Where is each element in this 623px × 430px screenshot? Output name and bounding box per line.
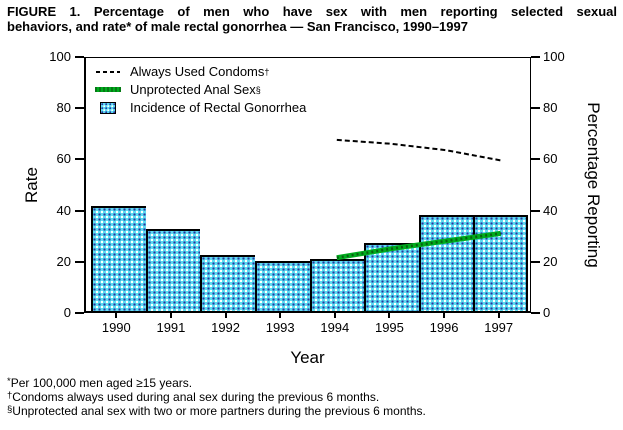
footnote-text: Condoms always used during anal sex duri… — [12, 390, 380, 404]
bar-1991 — [145, 229, 201, 311]
footnote-3: §Unprotected anal sex with two or more p… — [7, 404, 426, 418]
right-axis-tick-label-100: 100 — [543, 49, 565, 64]
bar-series — [86, 58, 530, 311]
x-tick-label-1996: 1996 — [429, 320, 459, 335]
right-axis-title: Percentage Reporting — [584, 102, 603, 268]
bar-1997 — [473, 215, 528, 311]
right-axis-tick-label-40: 40 — [543, 202, 558, 218]
x-tick-label-1994: 1994 — [320, 320, 350, 335]
dashed-line-swatch-icon — [95, 70, 121, 73]
line-always-used-condoms — [336, 138, 501, 162]
legend-item-incidence-of-rectal-gonorrhea: Incidence of Rectal Gonorrhea — [95, 100, 306, 115]
dashed-line-icon — [96, 70, 120, 73]
plot-area: Always Used Condoms † Unprotected Anal Sex… — [84, 57, 531, 313]
x-axis-tick-1992 — [224, 313, 227, 318]
left-axis-tick-label-100: 100 — [49, 49, 71, 64]
bar-1992 — [200, 254, 255, 311]
x-tick-label-1997: 1997 — [484, 320, 514, 335]
left-axis-tick-label-20: 20 — [56, 253, 71, 269]
right-axis-tick-40 — [531, 209, 540, 212]
right-axis-tick-0 — [531, 312, 540, 314]
left-axis-tick-label-80: 80 — [56, 100, 71, 116]
x-tick-label-1990: 1990 — [101, 320, 131, 335]
right-axis-tick-label-60: 60 — [543, 151, 558, 167]
footnotes: *Per 100,000 men aged ≥15 years. †Condoms… — [7, 376, 426, 418]
left-axis-tick-60 — [75, 158, 84, 161]
left-axis-tick-0 — [75, 312, 84, 314]
figure-title-line1: FIGURE 1. Percentage of men who have sex… — [7, 4, 617, 19]
green-line-swatch-icon — [95, 87, 121, 92]
hatched-box-icon — [100, 101, 116, 114]
hatched-box-swatch-icon — [95, 101, 121, 114]
bar-1990 — [91, 206, 146, 311]
right-axis-tick-20 — [531, 260, 540, 263]
right-axis-tick-label-20: 20 — [543, 253, 558, 269]
x-axis-tick-1995 — [388, 313, 391, 318]
left-axis-tick-20 — [75, 260, 84, 263]
x-axis-tick-1990 — [115, 313, 118, 318]
left-axis-tick-label-0: 0 — [63, 305, 71, 320]
footnote-2: †Condoms always used during anal sex dur… — [7, 390, 426, 404]
legend: Always Used Condoms † Unprotected Anal Sex… — [95, 64, 306, 118]
green-line-icon — [95, 87, 121, 92]
figure-title-line2: behaviors, and rate* of male rectal gono… — [7, 19, 468, 34]
x-axis-tick-1993 — [279, 313, 282, 318]
right-axis-tick-80 — [531, 107, 540, 110]
legend-label: Always Used Condoms — [130, 64, 265, 79]
legend-item-unprotected-anal-sex: Unprotected Anal Sex § — [95, 82, 306, 97]
left-axis-tick-80 — [75, 107, 84, 110]
x-tick-label-1993: 1993 — [265, 320, 295, 335]
x-axis-tick-1997 — [497, 313, 500, 318]
left-axis-tick-100 — [75, 56, 84, 58]
legend-label: Incidence of Rectal Gonorrhea — [130, 100, 307, 115]
figure-title: FIGURE 1. Percentage of men who have sex… — [7, 4, 617, 34]
line-series-svg — [336, 138, 502, 261]
left-axis-tick-label-60: 60 — [56, 151, 71, 167]
footnote-1: *Per 100,000 men aged ≥15 years. — [7, 376, 426, 390]
footnote-text: Per 100,000 men aged ≥15 years. — [10, 376, 193, 390]
right-axis-tick-label-0: 0 — [543, 305, 551, 320]
x-axis-tick-1994 — [333, 313, 336, 318]
footnote-symbol: * — [7, 376, 11, 387]
x-axis-tick-1996 — [443, 313, 446, 318]
footnote-symbol: § — [7, 404, 13, 415]
x-axis-tick-1991 — [169, 313, 172, 318]
bar-1994 — [309, 258, 365, 311]
right-axis-tick-60 — [531, 158, 540, 161]
x-tick-label-1991: 1991 — [156, 320, 186, 335]
left-axis-tick-label-40: 40 — [56, 202, 71, 218]
x-tick-label-1992: 1992 — [211, 320, 241, 335]
bar-1993 — [254, 261, 310, 311]
left-axis-tick-40 — [75, 209, 84, 212]
footnote-symbol: † — [7, 390, 13, 401]
legend-label: Unprotected Anal Sex — [130, 82, 256, 97]
line-unprotected-anal-sex — [336, 230, 502, 261]
bar-1996 — [418, 215, 474, 311]
right-axis-tick-100 — [531, 56, 540, 58]
bar-1995 — [364, 243, 419, 311]
right-axis-tick-label-80: 80 — [543, 100, 558, 116]
x-axis-title: Year — [290, 348, 325, 367]
left-axis-title: Rate — [22, 167, 41, 203]
legend-item-always-used-condoms: Always Used Condoms † — [95, 64, 306, 79]
x-tick-label-1995: 1995 — [374, 320, 404, 335]
footnote-text: Unprotected anal sex with two or more pa… — [12, 404, 426, 418]
